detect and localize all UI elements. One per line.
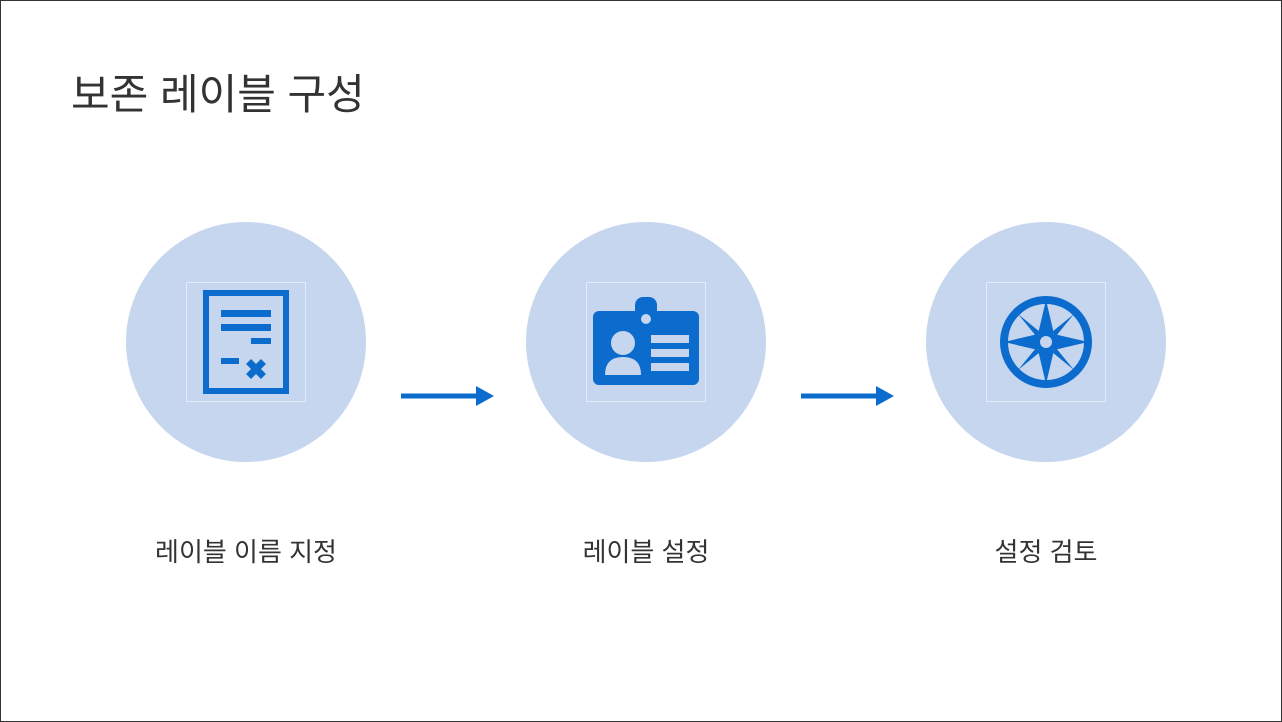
step-3-icon-box xyxy=(986,282,1106,402)
step-1: 레이블 이름 지정 xyxy=(126,222,366,569)
step-1-icon-box xyxy=(186,282,306,402)
id-badge-icon xyxy=(591,297,701,387)
step-3: 설정 검토 xyxy=(926,222,1166,569)
arrow-1 xyxy=(366,276,526,516)
document-icon xyxy=(203,290,289,394)
arrow-2 xyxy=(766,276,926,516)
step-2-icon-box xyxy=(586,282,706,402)
arrow-right-icon xyxy=(796,384,896,408)
step-2-circle xyxy=(526,222,766,462)
step-2-label: 레이블 설정 xyxy=(583,532,710,569)
step-1-label: 레이블 이름 지정 xyxy=(155,532,337,569)
step-2: 레이블 설정 xyxy=(526,222,766,569)
diagram-container: 보존 레이블 구성 xyxy=(1,1,1281,721)
page-title: 보존 레이블 구성 xyxy=(71,61,1211,122)
step-3-circle xyxy=(926,222,1166,462)
step-3-label: 설정 검토 xyxy=(995,532,1098,569)
arrow-right-icon xyxy=(396,384,496,408)
step-1-circle xyxy=(126,222,366,462)
compass-icon xyxy=(996,292,1096,392)
steps-row: 레이블 이름 지정 xyxy=(71,222,1211,569)
